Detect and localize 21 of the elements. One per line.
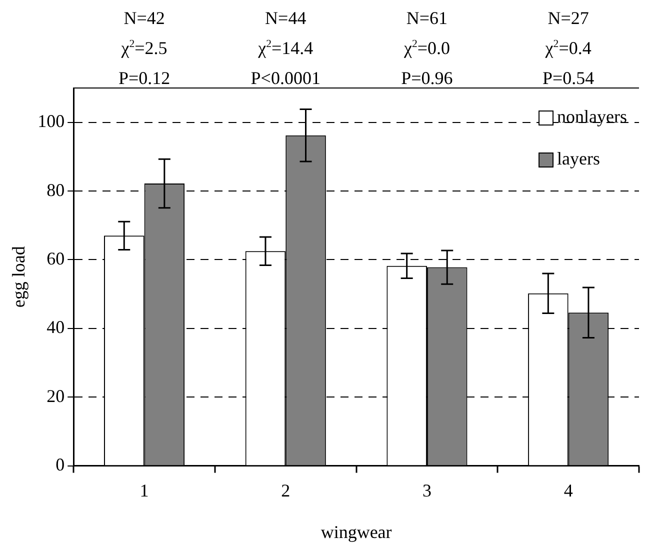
y-tick-label: 100 <box>38 111 65 132</box>
x-tick-label: 3 <box>422 480 432 500</box>
y-tick-label: 40 <box>46 317 65 338</box>
y-axis-title: egg load <box>8 246 29 308</box>
x-tick-label: 2 <box>281 480 290 500</box>
legend-label: layers <box>557 148 600 169</box>
y-tick-label: 0 <box>56 454 65 475</box>
text: N=42 <box>124 8 165 28</box>
x-tick-label: 1 <box>140 480 149 500</box>
y-tick-label: 60 <box>46 248 65 268</box>
text: N=27 <box>548 8 589 28</box>
y-tick-label: 20 <box>46 386 65 406</box>
text: P=0.12 <box>118 68 170 88</box>
text: P<0.0001 <box>250 68 320 88</box>
text: P=0.54 <box>542 68 594 88</box>
text: P=0.96 <box>401 68 453 88</box>
text: N=44 <box>265 8 306 28</box>
x-axis-title: wingwear <box>320 522 392 542</box>
text: N=61 <box>406 8 448 28</box>
x-tick-label: 4 <box>564 480 573 500</box>
y-tick-label: 80 <box>46 180 65 200</box>
